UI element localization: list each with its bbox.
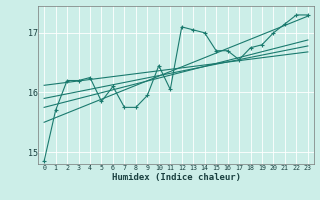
X-axis label: Humidex (Indice chaleur): Humidex (Indice chaleur) <box>111 173 241 182</box>
